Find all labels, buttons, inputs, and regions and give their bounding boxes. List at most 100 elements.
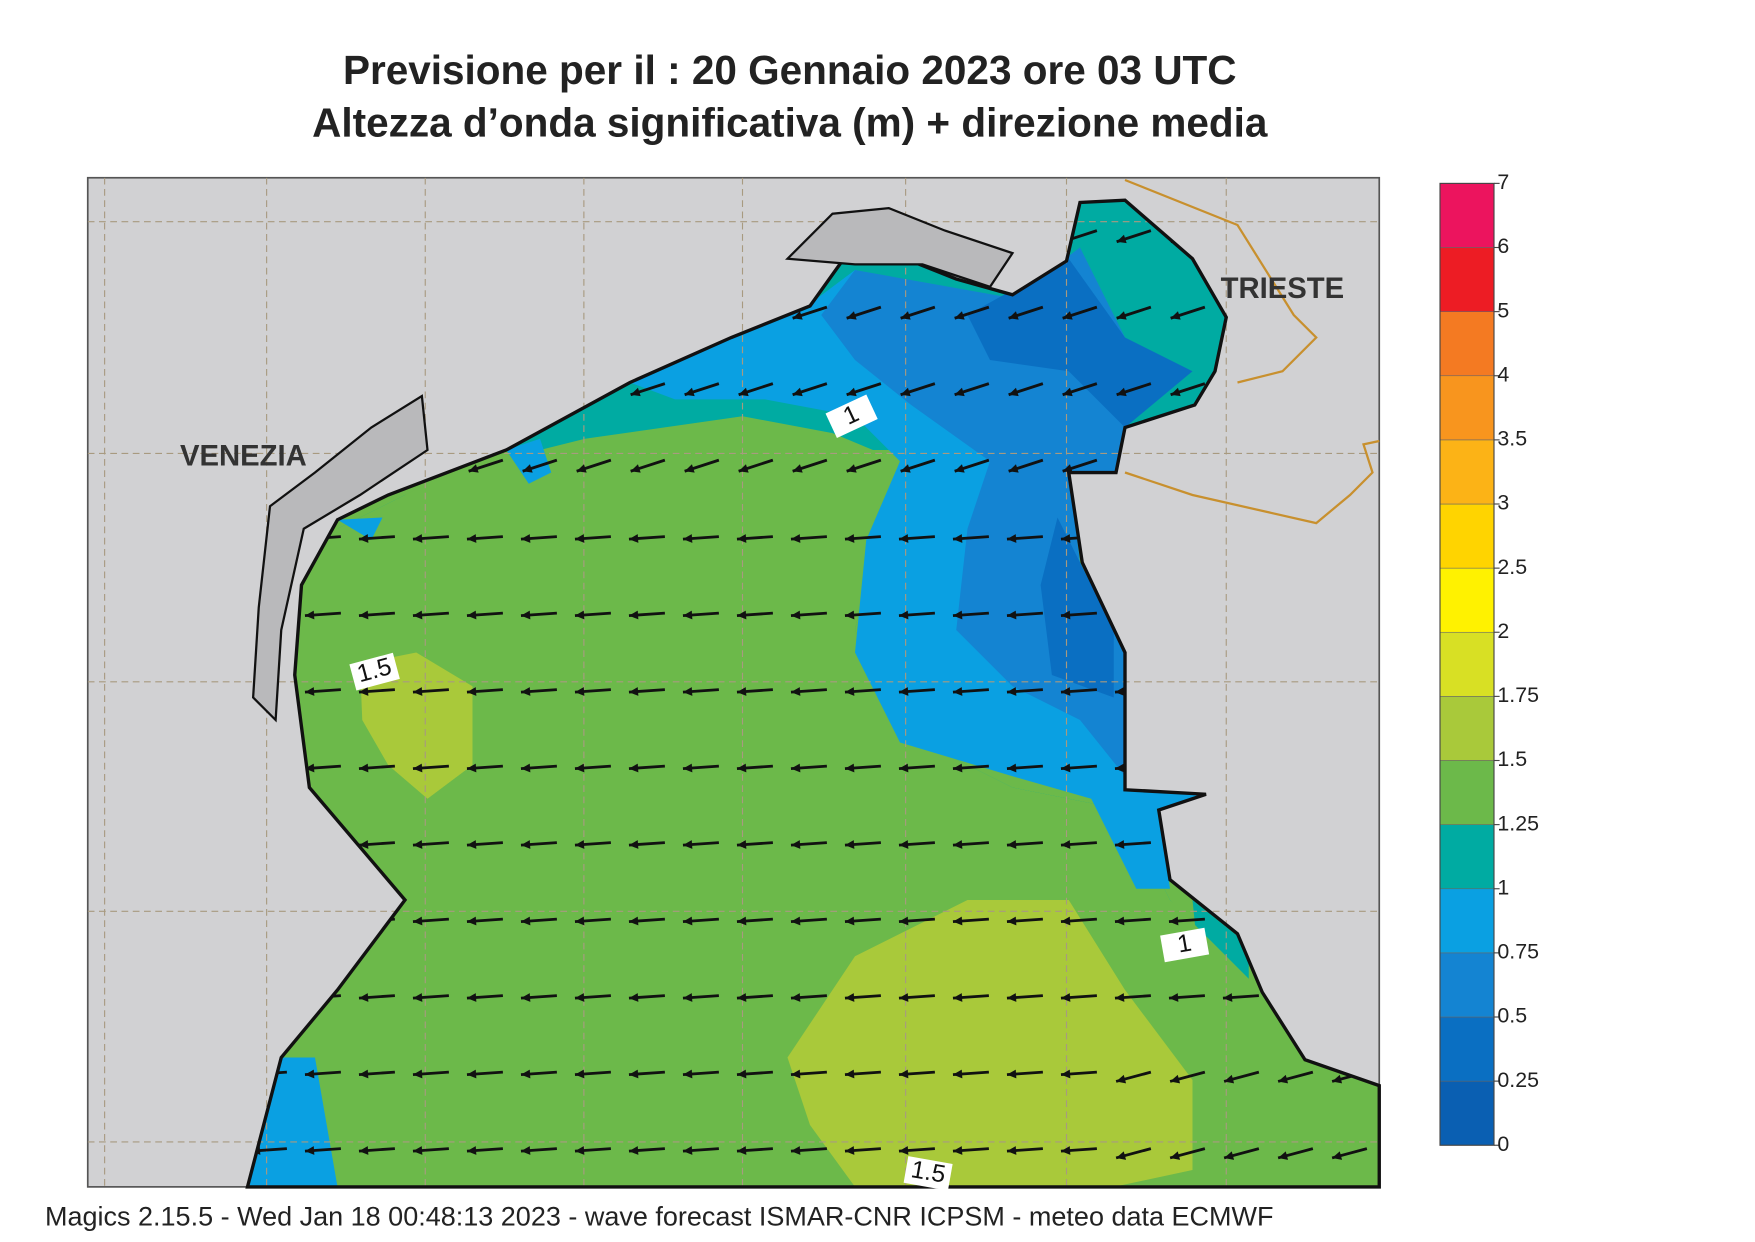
arrow-head <box>952 763 963 773</box>
arrow-head <box>520 993 531 1002</box>
arrow-head <box>1332 1151 1343 1160</box>
colorbar-label: 0.5 <box>1497 1004 1527 1028</box>
arrow-head <box>630 464 641 473</box>
arrow-head <box>628 1069 639 1079</box>
arrow-head <box>358 687 369 696</box>
colorbar-swatch <box>1439 888 1495 954</box>
colorbar-label: 2.5 <box>1497 555 1527 579</box>
contour-label: 1 <box>825 394 878 438</box>
colorbar-swatch <box>1439 696 1495 761</box>
arrow-head <box>1008 387 1019 397</box>
arrow-head <box>1006 993 1017 1002</box>
arrow-head <box>792 464 803 473</box>
arrow-head <box>466 993 477 1002</box>
wave-region <box>967 258 1193 698</box>
arrow-head <box>790 840 801 849</box>
arrow-head <box>1060 1146 1071 1155</box>
arrow-head <box>466 916 477 926</box>
title: Previsione per il : 20 Gennaio 2023 ore … <box>343 47 1237 93</box>
arrow-head <box>520 840 531 849</box>
arrow-head <box>412 534 423 543</box>
colorbar-label: 3 <box>1497 491 1509 515</box>
arrow-head <box>1114 993 1125 1002</box>
colorbar-label: 3.5 <box>1497 427 1527 451</box>
arrow-head <box>844 1069 855 1079</box>
colorbar-label: 1 <box>1497 875 1509 899</box>
arrow-head <box>304 687 315 696</box>
arrow-head <box>1062 464 1073 473</box>
arrow-head <box>1006 534 1017 543</box>
colorbar-label: 0.75 <box>1497 940 1539 964</box>
wave-region <box>360 652 1193 1187</box>
arrow-head <box>574 687 585 696</box>
arrow-head <box>954 387 965 397</box>
arrow-head <box>412 840 423 849</box>
arrow-head <box>844 763 855 773</box>
arrow-head <box>1006 763 1017 773</box>
arrow-head <box>628 916 639 926</box>
lagoon-land <box>251 206 1015 723</box>
arrow-head <box>1060 916 1071 926</box>
arrow-head <box>1224 1074 1235 1084</box>
arrow-head <box>466 840 477 849</box>
arrow-head <box>1060 840 1071 849</box>
arrow-head <box>520 1069 531 1079</box>
arrow-head <box>790 687 801 696</box>
arrow-head <box>1060 534 1071 543</box>
arrow-head <box>466 1146 477 1155</box>
arrow-head <box>412 763 423 773</box>
arrow-head <box>628 1146 639 1155</box>
arrow-head <box>1116 311 1127 320</box>
colorbar-label: 7 <box>1497 170 1509 194</box>
arrow-head <box>898 1069 909 1079</box>
arrow-head <box>736 534 747 543</box>
arrow-head <box>898 916 909 926</box>
arrow-head <box>682 993 693 1002</box>
colorbar-swatch <box>1439 1080 1495 1146</box>
arrow-head <box>1060 763 1071 773</box>
arrow-head <box>844 687 855 696</box>
colorbar-swatch <box>1439 631 1495 697</box>
colorbar-swatch <box>1439 439 1495 505</box>
arrow-head <box>952 534 963 543</box>
arrow-head <box>898 840 909 849</box>
arrow-head <box>952 1146 963 1155</box>
arrow-head <box>1116 234 1127 244</box>
arrow-head <box>844 1146 855 1155</box>
colorbar-swatch <box>1439 311 1495 377</box>
arrow-head <box>736 1069 747 1079</box>
arrow-head <box>952 687 963 696</box>
arrow-head <box>844 534 855 543</box>
arrow-head <box>954 311 965 320</box>
arrow-head <box>1006 916 1017 926</box>
colorbar-label: 5 <box>1497 298 1509 322</box>
arrow-head <box>790 916 801 926</box>
arrow-head <box>576 464 587 473</box>
arrow-head <box>628 763 639 773</box>
colorbar-swatch <box>1439 375 1495 441</box>
arrow-head <box>358 1069 369 1079</box>
arrow-head <box>844 610 855 620</box>
arrow-head <box>736 840 747 849</box>
arrow-head <box>844 840 855 849</box>
arrow-head <box>682 687 693 696</box>
arrow-head <box>900 387 911 397</box>
arrow-head <box>790 763 801 773</box>
colorbar-frame <box>1439 182 1495 1146</box>
arrow-head <box>412 993 423 1002</box>
arrow-head <box>898 610 909 620</box>
arrow-head <box>412 916 423 926</box>
arrow-head <box>628 534 639 543</box>
colorbar-label: 2 <box>1497 619 1509 643</box>
arrow-head <box>466 763 477 773</box>
arrow-head <box>790 610 801 620</box>
arrow-head <box>1168 916 1179 926</box>
contour-label: 1.5 <box>903 1156 953 1191</box>
arrow-head <box>682 1069 693 1079</box>
arrow-head <box>900 311 911 320</box>
arrow-head <box>630 387 641 397</box>
arrow-head <box>790 1069 801 1079</box>
arrow-head <box>574 840 585 849</box>
arrow-head <box>846 387 857 397</box>
arrow-head <box>466 687 477 696</box>
